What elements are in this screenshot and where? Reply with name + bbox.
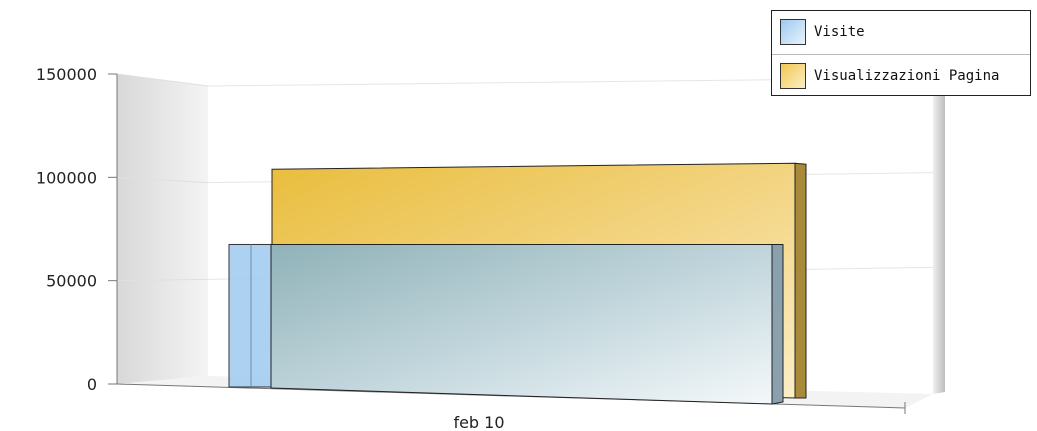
y-tick-label: 50000: [46, 272, 97, 291]
y-axis-ticks: 0 50000 100000 150000: [36, 65, 117, 394]
gridline-wall: [116, 278, 209, 282]
y-tick-label: 100000: [36, 168, 97, 187]
legend: Visite Visualizzazioni Pagina: [771, 10, 1031, 96]
bar-right-face-visite: [771, 243, 784, 405]
legend-label-visualizzazioni-pagina: Visualizzazioni Pagina: [814, 67, 1000, 84]
gridline-wall: [116, 176, 209, 184]
legend-item-visualizzazioni-pagina: Visualizzazioni Pagina: [772, 54, 1030, 96]
legend-swatch-visite: [780, 19, 806, 45]
right-wall: [933, 70, 945, 394]
x-category-label: feb 10: [453, 413, 504, 431]
bars: [228, 162, 807, 405]
left-wall: [117, 74, 208, 384]
legend-label-visite: Visite: [814, 24, 865, 40]
gridline-wall: [116, 73, 209, 87]
y-tick-label: 150000: [36, 65, 97, 84]
legend-item-visite: Visite: [772, 11, 1030, 53]
y-tick-label: 0: [87, 375, 97, 394]
bar-side-visite: [228, 243, 272, 388]
bar-side-visualizzazioni-pagina: [794, 162, 807, 399]
legend-swatch-visualizzazioni-pagina: [780, 62, 806, 89]
bar-visite: [270, 243, 773, 405]
